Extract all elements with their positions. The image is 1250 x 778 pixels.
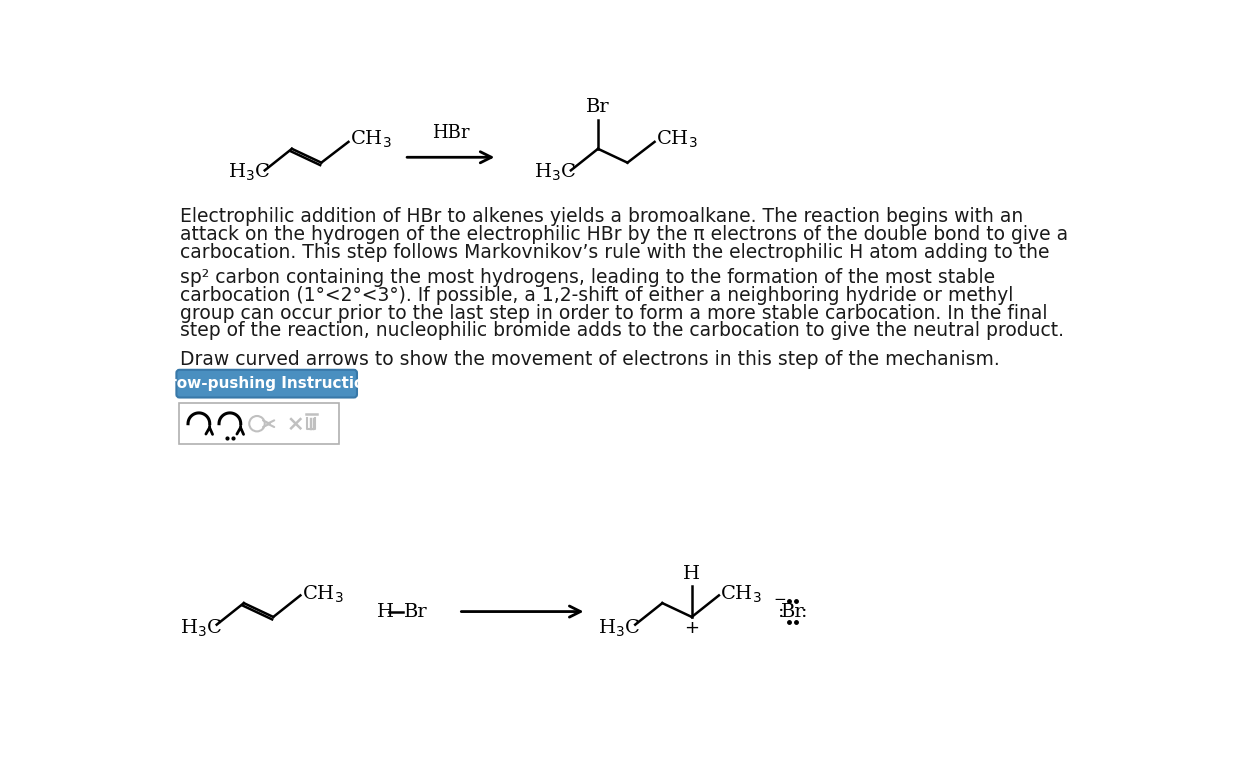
Text: Draw curved arrows to show the movement of electrons in this step of the mechani: Draw curved arrows to show the movement …: [180, 350, 999, 369]
Text: H$_3$C: H$_3$C: [534, 162, 576, 184]
Text: sp² carbon containing the most hydrogens, leading to the formation of the most s: sp² carbon containing the most hydrogens…: [180, 268, 995, 287]
FancyBboxPatch shape: [176, 370, 358, 398]
Text: CH$_3$: CH$_3$: [720, 584, 762, 605]
Text: H: H: [684, 565, 700, 583]
Text: HBr: HBr: [432, 124, 470, 142]
Text: Br: Br: [586, 99, 610, 117]
Text: step of the reaction, nucleophilic bromide adds to the carbocation to give the n: step of the reaction, nucleophilic bromi…: [180, 321, 1064, 340]
Text: H$_3$C: H$_3$C: [228, 162, 270, 184]
FancyBboxPatch shape: [179, 403, 339, 444]
Text: CH$_3$: CH$_3$: [350, 129, 391, 150]
Text: carbocation. This step follows Markovnikov’s rule with the electrophilic H atom : carbocation. This step follows Markovnik…: [180, 243, 1049, 261]
Text: +: +: [684, 619, 699, 636]
Text: Arrow-pushing Instructions: Arrow-pushing Instructions: [150, 376, 384, 391]
Text: −: −: [772, 592, 786, 607]
Text: Electrophilic addition of HBr to alkenes yields a bromoalkane. The reaction begi: Electrophilic addition of HBr to alkenes…: [180, 207, 1022, 226]
Text: H: H: [378, 603, 394, 621]
Text: :: :: [801, 603, 808, 621]
Text: CH$_3$: CH$_3$: [656, 129, 698, 150]
Text: attack on the hydrogen of the electrophilic HBr by the π electrons of the double: attack on the hydrogen of the electrophi…: [180, 225, 1068, 244]
Text: CH$_3$: CH$_3$: [302, 584, 344, 605]
Text: group can occur prior to the last step in order to form a more stable carbocatio: group can occur prior to the last step i…: [180, 303, 1048, 323]
Text: H$_3$C: H$_3$C: [180, 618, 221, 640]
Text: carbocation (1°<2°<3°). If possible, a 1,2-shift of either a neighboring hydride: carbocation (1°<2°<3°). If possible, a 1…: [180, 286, 1012, 305]
Text: Br: Br: [781, 603, 804, 621]
Text: :: :: [778, 603, 784, 621]
Text: Br: Br: [404, 603, 428, 621]
Text: H$_3$C: H$_3$C: [598, 618, 640, 640]
